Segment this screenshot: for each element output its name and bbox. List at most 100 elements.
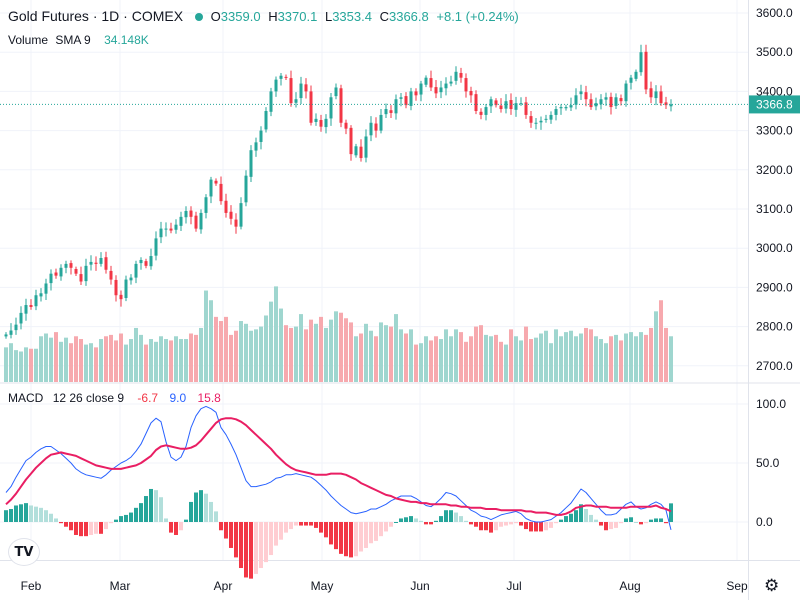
- macd-hist-bar: [524, 522, 528, 530]
- symbol-title[interactable]: Gold Futures · 1D · COMEX: [8, 8, 184, 24]
- volume-bar: [139, 334, 143, 382]
- volume-bar: [659, 300, 663, 382]
- candle-body: [239, 203, 243, 227]
- macd-hist-bar: [459, 516, 463, 522]
- macd-hist-bar: [49, 513, 53, 522]
- candle: [319, 114, 323, 132]
- candle-body: [624, 83, 628, 102]
- candle-body: [414, 91, 418, 96]
- candle-body: [454, 71, 458, 81]
- macd-hist-bar: [414, 518, 418, 522]
- volume-bar: [374, 336, 378, 382]
- volume-bar: [249, 330, 253, 382]
- candle: [214, 178, 218, 186]
- macd-legend[interactable]: MACD 12 26 close 9 -6.7 9.0 15.8: [8, 391, 225, 405]
- macd-hist-bar: [649, 519, 653, 522]
- macd-hist-bar: [494, 522, 498, 531]
- macd-hist-bar: [519, 522, 523, 526]
- volume-bar: [64, 337, 68, 382]
- candle-body: [224, 200, 228, 213]
- tradingview-logo-icon[interactable]: TV: [8, 538, 40, 566]
- macd-hist-bar: [404, 517, 408, 522]
- volume-bar: [289, 327, 293, 382]
- candle: [439, 80, 443, 99]
- macd-hist-bar: [244, 522, 248, 578]
- candle-body: [84, 265, 88, 282]
- candle: [184, 206, 188, 224]
- volume-bar: [94, 347, 98, 382]
- volume-bar: [24, 347, 28, 382]
- candle: [164, 222, 168, 237]
- volume-bar: [394, 314, 398, 382]
- candle-body: [174, 224, 178, 230]
- candle-body: [69, 263, 73, 268]
- candle: [134, 260, 138, 284]
- volume-bar: [209, 300, 213, 382]
- macd-hist-bar: [619, 522, 623, 524]
- volume-bar: [214, 316, 218, 382]
- macd-hist-bar: [29, 505, 33, 522]
- candle-body: [584, 92, 588, 100]
- macd-hist-bar: [179, 522, 183, 531]
- candle: [24, 298, 28, 321]
- volume-bar: [349, 322, 353, 382]
- histogram-value: 15.8: [197, 391, 221, 405]
- volume-bar: [114, 340, 118, 382]
- candle: [349, 125, 353, 161]
- candle: [114, 275, 118, 302]
- macd-hist-bar: [284, 522, 288, 533]
- candle: [209, 176, 213, 204]
- volume-bar: [494, 334, 498, 382]
- candle: [14, 317, 18, 335]
- candle-body: [114, 279, 118, 296]
- candle: [34, 289, 38, 311]
- volume-bar: [229, 334, 233, 382]
- volume-bar: [239, 321, 243, 382]
- volume-bar: [534, 337, 538, 382]
- macd-hist-bar: [554, 522, 558, 524]
- candle-body: [549, 114, 553, 120]
- volume-bars: [4, 286, 673, 382]
- volume-bar: [144, 344, 148, 382]
- volume-legend[interactable]: Volume SMA 9 34.148K: [8, 33, 153, 47]
- candle: [149, 248, 153, 270]
- macd-hist-bar: [129, 512, 133, 522]
- volume-bar: [14, 350, 18, 382]
- candle-body: [134, 263, 138, 278]
- volume-bar: [504, 344, 508, 382]
- macd-hist-bar: [224, 522, 228, 539]
- candle: [84, 258, 88, 286]
- low-label: L: [324, 9, 333, 24]
- macd-hist-bar: [534, 522, 538, 532]
- volume-bar: [369, 330, 373, 382]
- volume-bar: [19, 351, 23, 382]
- volume-bar: [29, 348, 33, 382]
- macd-hist-bar: [319, 522, 323, 533]
- volume-bar: [234, 330, 238, 382]
- volume-ma-label: SMA 9: [55, 33, 91, 47]
- candle: [589, 93, 593, 110]
- candle-body: [339, 88, 343, 123]
- macd-tick-label: 100.0: [756, 397, 786, 411]
- candle-body: [59, 267, 63, 277]
- candle-body: [334, 87, 338, 97]
- candle-body: [269, 91, 273, 112]
- macd-hist-bar: [389, 522, 393, 527]
- price-tick-label: 3300.0: [756, 124, 793, 138]
- candle: [89, 255, 93, 271]
- candle-body: [569, 105, 573, 108]
- macd-hist-bar: [124, 514, 128, 522]
- time-tick-label: Sep: [726, 579, 748, 593]
- last-price-label: 3366.8: [749, 95, 800, 114]
- volume-bar: [519, 340, 523, 382]
- macd-hist-bar: [329, 522, 333, 545]
- macd-hist-bar: [474, 522, 478, 527]
- candle: [604, 92, 608, 106]
- macd-hist-bar: [254, 522, 258, 574]
- candle-body: [369, 122, 373, 136]
- volume-bar: [244, 323, 248, 382]
- volume-bar: [299, 314, 303, 382]
- gear-icon[interactable]: ⚙: [764, 576, 780, 596]
